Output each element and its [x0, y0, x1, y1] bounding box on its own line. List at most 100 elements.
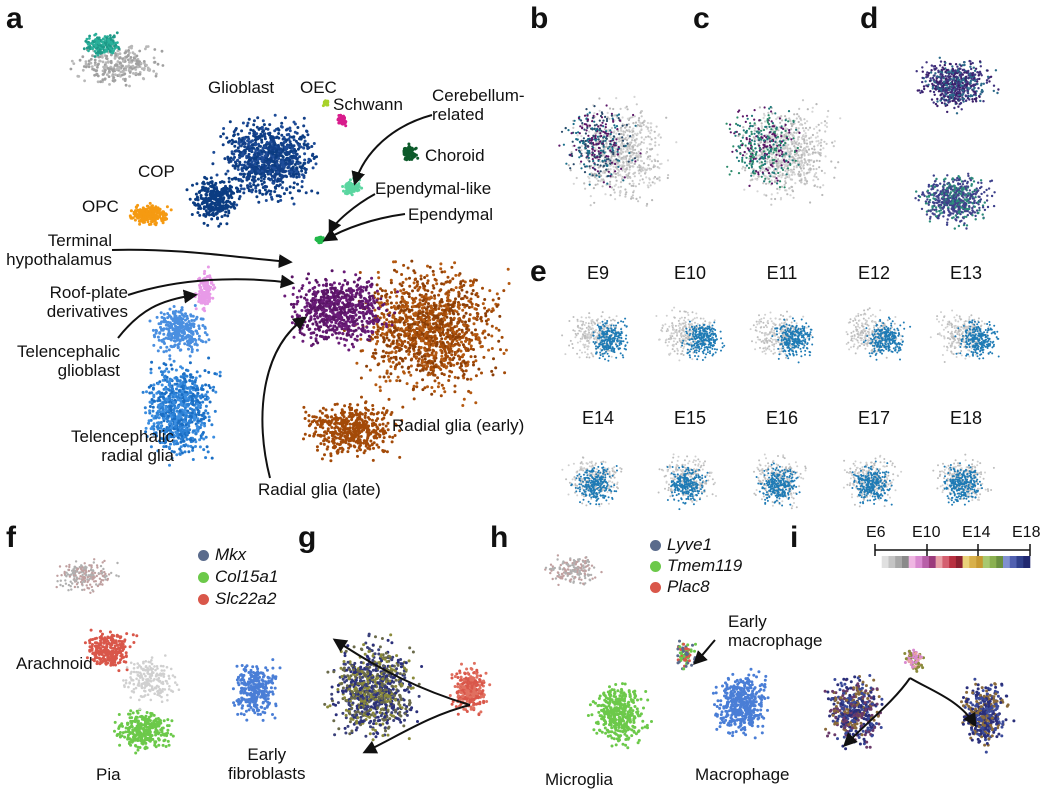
scale-swatch [935, 556, 943, 568]
cloud-schwann [336, 113, 348, 128]
arrow-ependymal [322, 213, 406, 242]
cloud-tel-glioblast [148, 304, 211, 361]
cloud-choroid [402, 142, 420, 162]
umap-e-E18-blue [943, 462, 983, 506]
cloud-tel-radial [141, 356, 222, 467]
scale-tick-e10: E10 [912, 524, 941, 541]
umap-c-grey [737, 99, 842, 206]
cloud-radial-early-low [302, 395, 404, 463]
label-choroid: Choroid [425, 146, 485, 165]
annotation-arrows [111, 114, 977, 754]
inset-a-teal [82, 31, 121, 58]
label-schwann: Schwann [333, 95, 403, 114]
arrow-g-up [332, 638, 471, 706]
umap-e-E16-blue [755, 462, 801, 507]
scale-swatch [949, 556, 957, 568]
legend-dot [198, 550, 209, 561]
legend-dot [198, 572, 209, 583]
legend-f-mkx-label: Mkx [215, 545, 247, 564]
panel-letter-h: h [490, 521, 509, 554]
label-oec: OEC [300, 78, 337, 97]
legend-f-mkx: Mkx [198, 545, 246, 565]
panel-letter-c: c [693, 2, 710, 35]
scale-swatch [922, 556, 930, 568]
arrow-g-down [362, 704, 471, 754]
scale-swatch [996, 556, 1004, 568]
legend-dot [650, 582, 661, 593]
legend-f-slc22a2-label: Slc22a2 [215, 589, 277, 608]
timepoint-label-E16: E16 [765, 408, 799, 428]
arrow-i-right [909, 677, 977, 728]
umap-b-grey [567, 95, 678, 207]
scale-tick-e14: E14 [962, 524, 991, 541]
umap-d2 [914, 172, 996, 230]
label-macrophage: Macrophage [695, 765, 790, 784]
timepoint-label-E15: E15 [673, 408, 707, 428]
arrow-radial-glia-late [261, 316, 308, 479]
timepoint-label-E14: E14 [581, 408, 615, 428]
cloud-h-early [676, 639, 697, 671]
legend-dot [650, 561, 661, 572]
scale-tick-e18: E18 [1012, 524, 1041, 541]
scale-swatch [888, 556, 896, 568]
arrow-i-left [843, 677, 911, 747]
legend-h-lyve1-label: Lyve1 [667, 535, 713, 554]
umap-e-E10-blue [681, 320, 726, 361]
cloud-ependymal [314, 235, 325, 245]
cloud-radial-late [283, 269, 399, 352]
label-ependymal-like: Ependymal-like [375, 179, 492, 198]
scale-swatch [928, 556, 936, 568]
arrow-telencephalic-glioblast [117, 289, 198, 339]
cloud-f-grey [122, 654, 181, 711]
scale-swatch [976, 556, 984, 568]
scale-swatch [989, 556, 997, 568]
timepoint-label-E18: E18 [949, 408, 983, 428]
timepoint-label-E9: E9 [586, 263, 610, 283]
scale-swatch [942, 556, 950, 568]
cloud-f-pia [113, 708, 175, 755]
arrow-terminal-hypothalamus [111, 248, 293, 269]
timepoint-label-E11: E11 [766, 263, 798, 283]
label-radial-glia-late: Radial glia (late) [258, 480, 381, 499]
cloud-h-macrophage [711, 667, 770, 740]
label-microglia: Microglia [545, 770, 614, 789]
umap-c-col [725, 105, 801, 189]
umap-e-E14-blue [570, 463, 618, 506]
arrow-early-macrophage [693, 639, 716, 665]
label-early-macrophage: Early macrophage [728, 612, 823, 650]
scale-swatch [902, 556, 909, 568]
inset-a-grey [69, 43, 165, 88]
timepoint-label-E13: E13 [949, 263, 983, 283]
legend-h-tmem119: Tmem119 [650, 556, 742, 576]
umap-e-E12-blue [862, 316, 912, 361]
scale-swatch [875, 556, 882, 568]
legend-h-plac8: Plac8 [650, 577, 710, 597]
legend-f-col15a1: Col15a1 [198, 567, 278, 587]
panel-letter-g: g [298, 521, 317, 554]
timepoint-label-E17: E17 [857, 408, 891, 428]
legend-dot [198, 594, 209, 605]
cloud-i-top [903, 648, 925, 673]
time-colour-scale [874, 544, 1031, 568]
scale-swatch [1009, 556, 1017, 568]
label-radial-glia-early: Radial glia (early) [392, 416, 525, 435]
legend-h-tmem119-label: Tmem119 [667, 556, 743, 575]
panel-letter-b: b [530, 2, 549, 35]
scale-swatch [982, 556, 990, 568]
label-telencephalic-radial-glia: Telencephalic radial glia [70, 427, 174, 465]
cloud-g-main [323, 632, 424, 742]
cloud-glioblast-left [185, 175, 241, 228]
cloud-opc [128, 201, 173, 227]
scale-swatch [962, 556, 970, 568]
legend-h-plac8-label: Plac8 [667, 577, 710, 596]
legend-f-slc22a2: Slc22a2 [198, 589, 276, 609]
scale-swatch [1003, 556, 1010, 568]
scale-swatch [881, 556, 889, 568]
umap-e-E9-blue [592, 317, 629, 362]
panel-letter-a: a [6, 2, 23, 35]
cloud-glioblast [211, 113, 320, 207]
label-ependymal: Ependymal [408, 205, 494, 224]
scale-swatch [1016, 556, 1024, 568]
legend-f-col15a1-label: Col15a1 [215, 567, 279, 586]
